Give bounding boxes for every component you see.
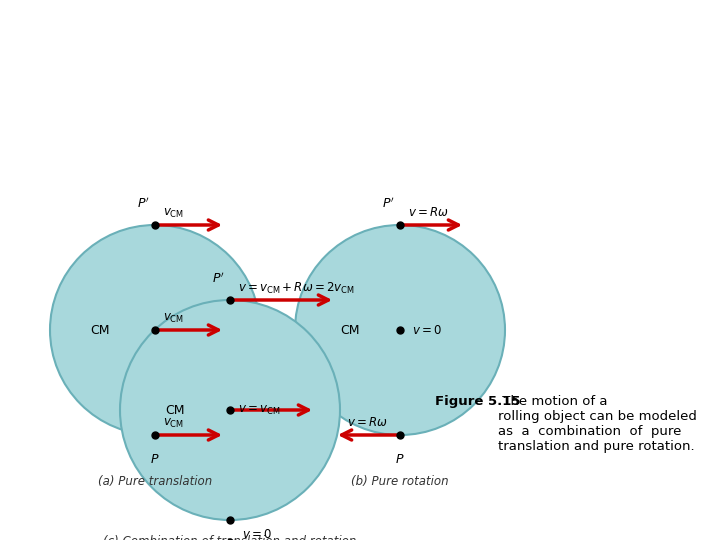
Text: $P$: $P$ xyxy=(395,453,405,466)
Text: CM: CM xyxy=(90,323,109,336)
Text: $v = 0$: $v = 0$ xyxy=(242,528,272,540)
Text: $v = v_{\mathrm{CM}} + R\omega = 2v_{\mathrm{CM}}$: $v = v_{\mathrm{CM}} + R\omega = 2v_{\ma… xyxy=(238,280,355,295)
Text: (b) Pure rotation: (b) Pure rotation xyxy=(351,475,449,488)
Circle shape xyxy=(295,225,505,435)
Text: Figure 5.15: Figure 5.15 xyxy=(435,395,521,408)
Circle shape xyxy=(50,225,260,435)
Text: $P'$: $P'$ xyxy=(137,197,149,211)
Text: (a) Pure translation: (a) Pure translation xyxy=(98,475,212,488)
Text: $v = v_{\mathrm{CM}}$: $v = v_{\mathrm{CM}}$ xyxy=(238,403,280,416)
Text: $P$: $P$ xyxy=(150,453,160,466)
Text: CM: CM xyxy=(341,323,360,336)
Text: $v = R\omega$: $v = R\omega$ xyxy=(347,416,388,429)
Text: CM: CM xyxy=(166,403,185,416)
Text: $P'$: $P'$ xyxy=(212,272,225,286)
Text: $v = R\omega$: $v = R\omega$ xyxy=(408,206,449,219)
Text: $P$: $P$ xyxy=(225,538,235,540)
Text: $v_{\mathrm{CM}}$: $v_{\mathrm{CM}}$ xyxy=(163,312,184,325)
Text: $v_{\mathrm{CM}}$: $v_{\mathrm{CM}}$ xyxy=(163,416,184,429)
Text: $v_{\mathrm{CM}}$: $v_{\mathrm{CM}}$ xyxy=(163,206,184,220)
Text: $v = 0$: $v = 0$ xyxy=(412,323,442,336)
Text: The motion of a
rolling object can be modeled
as  a  combination  of  pure
trans: The motion of a rolling object can be mo… xyxy=(498,395,696,453)
Text: (c) Combination of translation and rotation: (c) Combination of translation and rotat… xyxy=(103,535,356,540)
Circle shape xyxy=(120,300,340,520)
Text: $P'$: $P'$ xyxy=(382,197,395,211)
